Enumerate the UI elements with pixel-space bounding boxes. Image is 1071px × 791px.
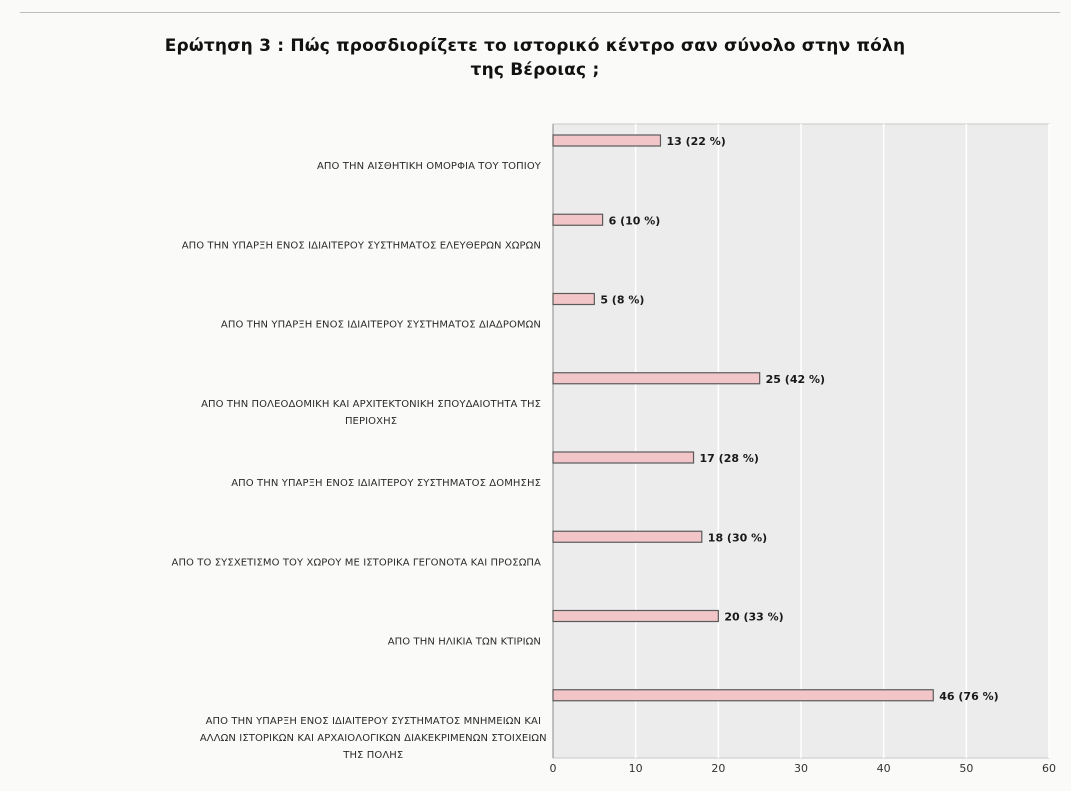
chart-title-line-1: Ερώτηση 3 : Πώς προσδιορίζετε το ιστορικ… bbox=[164, 36, 906, 56]
bar-7 bbox=[552, 609, 719, 623]
x-tick-label-20: 20 bbox=[711, 762, 725, 775]
category-label-4-line-1: ΑΠΟ ΤΗΝ ΠΟΛΕΟΔΟΜΙΚΗ ΚΑΙ ΑΡΧΙΤΕΚΤΟΝΙΚΗ ΣΠ… bbox=[201, 399, 541, 410]
data-label-4: 25 (42 %) bbox=[766, 373, 825, 386]
x-tick-label-30: 30 bbox=[794, 762, 808, 775]
data-label-7: 20 (33 %) bbox=[724, 611, 783, 624]
data-label-3: 5 (8 %) bbox=[600, 294, 644, 307]
category-label-2-line-1: ΑΠΟ ΤΗΝ ΥΠΑΡΞΗ ΕΝΟΣ ΙΔΙΑΙΤΕΡΟΥ ΣΥΣΤΗΜΑΤΟ… bbox=[182, 240, 541, 251]
bar-8 bbox=[552, 689, 934, 702]
bar-2 bbox=[552, 213, 604, 226]
chart-title: Ερώτηση 3 : Πώς προσδιορίζετε το ιστορικ… bbox=[70, 34, 1000, 82]
data-label-8: 46 (76 %) bbox=[939, 690, 998, 703]
bar-6 bbox=[552, 530, 703, 543]
data-label-2: 6 (10 %) bbox=[609, 214, 661, 227]
bar-1 bbox=[552, 134, 662, 147]
category-label-8-line-3: ΤΗΣ ΠΟΛΗΣ bbox=[342, 750, 403, 761]
bar-4 bbox=[552, 372, 761, 385]
category-label-8-line-1: ΑΠΟ ΤΗΝ ΥΠΑΡΞΗ ΕΝΟΣ ΙΔΙΑΙΤΕΡΟΥ ΣΥΣΤΗΜΑΤΟ… bbox=[206, 716, 541, 727]
category-label-3-line-1: ΑΠΟ ΤΗΝ ΥΠΑΡΞΗ ΕΝΟΣ ΙΔΙΑΙΤΕΡΟΥ ΣΥΣΤΗΜΑΤΟ… bbox=[221, 320, 541, 331]
bar-5 bbox=[552, 451, 695, 464]
x-tick-label-10: 10 bbox=[629, 762, 643, 775]
category-label-1-line-1: ΑΠΟ ΤΗΝ ΑΙΣΘΗΤΙΚΗ ΟΜΟΡΦΙΑ ΤΟΥ ΤΟΠΙΟΥ bbox=[317, 161, 542, 172]
x-tick-label-40: 40 bbox=[877, 762, 891, 775]
category-label-7-line-1: ΑΠΟ ΤΗΝ ΗΛΙΚΙΑ ΤΩΝ ΚΤΙΡΙΩΝ bbox=[388, 637, 541, 648]
bar-3 bbox=[552, 292, 595, 306]
chart-title-line-2: της Βέροιας ; bbox=[470, 60, 600, 80]
data-label-5: 17 (28 %) bbox=[700, 452, 759, 465]
category-label-6-line-1: ΑΠΟ ΤΟ ΣΥΣΧΕΤΙΣΜΟ ΤΟΥ ΧΩΡΟΥ ΜΕ ΙΣΤΟΡΙΚΑ … bbox=[172, 557, 542, 568]
top-divider bbox=[20, 12, 1060, 13]
x-tick-label-0: 0 bbox=[550, 762, 557, 775]
x-tick-label-50: 50 bbox=[959, 762, 973, 775]
data-label-1: 13 (22 %) bbox=[666, 135, 725, 148]
category-label-4-line-2: ΠΕΡΙΟΧΗΣ bbox=[345, 416, 397, 427]
data-label-6: 18 (30 %) bbox=[708, 531, 767, 544]
category-label-8-line-2: ΑΛΛΩΝ ΙΣΤΟΡΙΚΩΝ ΚΑΙ ΑΡΧΑΙΟΛΟΓΙΚΩΝ ΔΙΑΚΕΚ… bbox=[200, 733, 547, 744]
x-tick-label-60: 60 bbox=[1042, 762, 1056, 775]
category-label-5-line-1: ΑΠΟ ΤΗΝ ΥΠΑΡΞΗ ΕΝΟΣ ΙΔΙΑΙΤΕΡΟΥ ΣΥΣΤΗΜΑΤΟ… bbox=[231, 478, 541, 489]
